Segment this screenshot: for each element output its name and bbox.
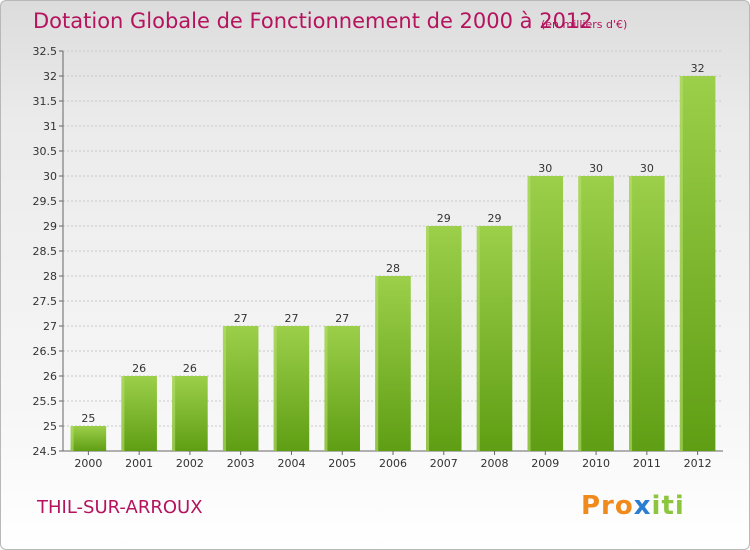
data-label-2002: 26 [183,362,197,375]
x-tick-label-2006: 2006 [379,457,407,470]
bar-highlight-2012 [679,76,683,451]
commune-name: THIL-SUR-ARROUX [37,497,203,518]
x-tick-label-2007: 2007 [430,457,458,470]
y-tick-label: 28 [43,270,57,283]
y-tick-label: 30.5 [33,145,58,158]
data-label-2008: 29 [488,212,502,225]
bar-2005 [324,326,360,451]
bar-2003 [222,326,259,451]
bar-highlight-2010 [578,176,582,451]
bar-2009 [527,176,564,451]
bar-highlight-2008 [476,226,480,451]
bar-2008 [476,226,513,451]
data-label-2011: 30 [640,162,654,175]
data-label-2006: 28 [386,262,400,275]
unit-label: (en milliers d'€) [541,18,628,31]
y-tick-label: 25 [43,420,57,433]
y-tick-label: 31 [43,120,57,133]
x-tick-label-2010: 2010 [582,457,610,470]
data-label-2005: 27 [335,312,349,325]
bar-highlight-2009 [527,176,531,451]
y-tick-label: 32.5 [33,45,58,58]
x-tick-label-2003: 2003 [227,457,255,470]
bar-2001 [121,376,157,451]
bar-highlight-2007 [426,226,429,451]
bar-highlight-2006 [375,276,379,451]
data-label-2003: 27 [234,312,248,325]
y-tick-label: 32 [43,70,57,83]
y-tick-label: 30 [43,170,57,183]
y-tick-label: 27 [43,320,57,333]
y-tick-label: 26.5 [33,345,58,358]
data-label-2004: 27 [284,312,298,325]
bar-highlight-2003 [222,326,226,451]
y-tick-label: 31.5 [33,95,58,108]
y-tick-label: 28.5 [33,245,58,258]
y-tick-label: 26 [43,370,57,383]
bar-2004 [273,326,310,451]
x-tick-label-2001: 2001 [125,457,153,470]
data-label-2000: 25 [81,412,95,425]
x-tick-label-2008: 2008 [481,457,509,470]
chart-title: Dotation Globale de Fonctionnement de 20… [33,9,593,33]
data-label-2001: 26 [132,362,146,375]
y-tick-label: 27.5 [33,295,58,308]
x-tick-label-2004: 2004 [277,457,305,470]
bar-2006 [375,276,411,451]
x-tick-label-2012: 2012 [684,457,712,470]
proxiti-logo: Proxiti [581,491,685,521]
bar-highlight-2011 [629,176,633,451]
bar-highlight-2002 [172,376,176,451]
bar-2011 [629,176,665,451]
data-label-2007: 29 [437,212,451,225]
x-tick-label-2000: 2000 [74,457,102,470]
y-tick-label: 29.5 [33,195,58,208]
x-tick-label-2009: 2009 [531,457,559,470]
bar-highlight-2005 [324,326,328,451]
y-tick-label: 25.5 [33,395,58,408]
x-tick-label-2002: 2002 [176,457,204,470]
x-tick-label-2011: 2011 [633,457,661,470]
bar-highlight-2000 [70,426,74,451]
bar-highlight-2004 [273,326,277,451]
bar-2007 [426,226,462,451]
x-tick-label-2005: 2005 [328,457,356,470]
bar-2000 [70,426,107,451]
bar-2002 [172,376,208,451]
bar-2012 [679,76,716,451]
y-tick-label: 24.5 [33,445,58,458]
bar-2010 [578,176,614,451]
data-label-2009: 30 [538,162,552,175]
y-tick-label: 29 [43,220,57,233]
data-label-2010: 30 [589,162,603,175]
data-label-2012: 32 [691,62,705,75]
bar-highlight-2001 [121,376,125,451]
